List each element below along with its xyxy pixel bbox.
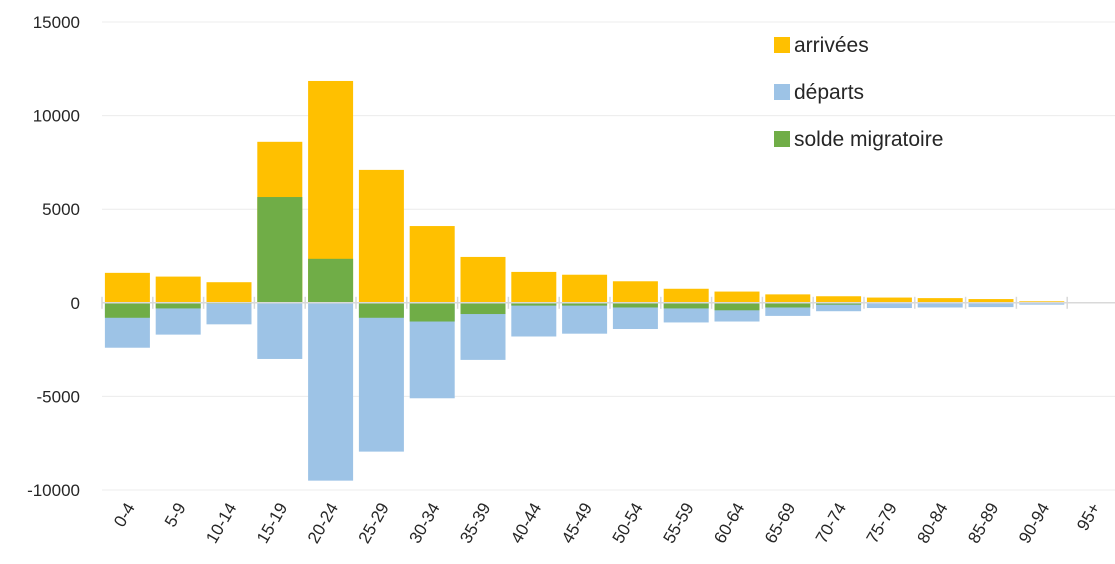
bar-departs-90-94 bbox=[1019, 302, 1065, 305]
x-tick-label: 10-14 bbox=[202, 500, 240, 547]
bar-arrivees-80-84 bbox=[917, 298, 963, 303]
bar-arrivees-50-54 bbox=[612, 281, 658, 303]
x-tick-label: 35-39 bbox=[456, 500, 494, 547]
x-tick-label: 80-84 bbox=[913, 500, 951, 547]
legend-label-0: arrivées bbox=[794, 34, 869, 57]
bar-departs-75-79 bbox=[866, 302, 912, 309]
bar-departs-15-19 bbox=[257, 302, 303, 359]
x-tick-label: 25-29 bbox=[355, 500, 393, 547]
bar-departs-10-14 bbox=[206, 302, 252, 325]
x-axis bbox=[101, 296, 1115, 309]
x-tick-label: 70-74 bbox=[812, 500, 850, 547]
x-tick-label: 55-59 bbox=[659, 500, 697, 547]
bar-arrivees-45-49 bbox=[562, 274, 608, 303]
y-tick-label: 15000 bbox=[33, 13, 80, 32]
bar-solde-migratoire-40-44 bbox=[511, 302, 557, 306]
bar-arrivees-0-4 bbox=[104, 272, 150, 303]
bar-solde-migratoire-25-29 bbox=[358, 302, 404, 318]
x-tick-label: 20-24 bbox=[304, 500, 342, 547]
bar-departs-85-89 bbox=[968, 302, 1014, 308]
bar-solde-migratoire-15-19 bbox=[257, 197, 303, 303]
bar-arrivees-35-39 bbox=[460, 256, 506, 303]
bar-solde-migratoire-65-69 bbox=[765, 302, 811, 308]
x-tick-label: 45-49 bbox=[558, 500, 596, 547]
bar-arrivees-60-64 bbox=[714, 291, 760, 303]
x-tick-label: 5-9 bbox=[161, 500, 190, 531]
bar-arrivees-30-34 bbox=[409, 226, 455, 303]
bars bbox=[104, 80, 1065, 481]
bar-solde-migratoire-20-24 bbox=[308, 258, 354, 303]
x-tick-label: 90-94 bbox=[1015, 500, 1053, 547]
legend-swatch-0 bbox=[774, 37, 790, 53]
bar-solde-migratoire-35-39 bbox=[460, 302, 506, 315]
bar-solde-migratoire-0-4 bbox=[104, 302, 150, 318]
y-tick-label: 5000 bbox=[42, 200, 80, 219]
bar-arrivees-10-14 bbox=[206, 282, 252, 303]
bar-departs-45-49 bbox=[562, 302, 608, 334]
bar-arrivees-85-89 bbox=[968, 299, 1014, 303]
gridlines bbox=[102, 21, 1115, 491]
legend-swatch-2 bbox=[774, 131, 790, 147]
bar-arrivees-55-59 bbox=[663, 288, 709, 303]
bar-departs-25-29 bbox=[358, 302, 404, 452]
y-tick-label: 0 bbox=[71, 294, 80, 313]
y-axis-tick-labels: 15000 10000 5000 0 -5000 -10000 bbox=[27, 13, 80, 500]
bar-solde-migratoire-50-54 bbox=[612, 302, 658, 308]
legend-swatch-1 bbox=[774, 84, 790, 100]
x-tick-label: 50-54 bbox=[609, 500, 647, 547]
x-tick-label: 0-4 bbox=[110, 500, 139, 531]
bar-arrivees-5-9 bbox=[155, 276, 201, 303]
x-axis-tick-labels: 0-4 5-9 10-14 15-19 20-24 25-29 30-34 35-39 40-4… bbox=[110, 499, 1104, 546]
bar-arrivees-65-69 bbox=[765, 294, 811, 303]
bar-solde-migratoire-5-9 bbox=[155, 302, 201, 309]
bar-solde-migratoire-60-64 bbox=[714, 302, 760, 311]
bar-solde-migratoire-30-34 bbox=[409, 302, 455, 322]
bar-departs-80-84 bbox=[917, 302, 963, 308]
x-tick-label: 85-89 bbox=[964, 500, 1002, 547]
bar-solde-migratoire-55-59 bbox=[663, 302, 709, 309]
y-tick-label: -10000 bbox=[27, 481, 80, 500]
bar-solde-migratoire-45-49 bbox=[562, 302, 608, 306]
x-tick-label: 65-69 bbox=[761, 500, 799, 547]
x-tick-label: 60-64 bbox=[710, 500, 748, 547]
bar-arrivees-75-79 bbox=[866, 297, 912, 303]
bar-solde-migratoire-70-74 bbox=[816, 302, 862, 305]
bar-arrivees-25-29 bbox=[358, 169, 404, 303]
x-tick-label: 40-44 bbox=[507, 500, 545, 547]
x-tick-label: 75-79 bbox=[863, 500, 901, 547]
bar-departs-40-44 bbox=[511, 302, 557, 337]
bar-departs-70-74 bbox=[816, 302, 862, 312]
x-tick-label: 30-34 bbox=[405, 500, 443, 547]
y-tick-label: 10000 bbox=[33, 107, 80, 126]
x-tick-label: 15-19 bbox=[253, 500, 291, 547]
x-tick-label: 95+ bbox=[1073, 499, 1104, 534]
legend-label-2: solde migratoire bbox=[794, 128, 943, 151]
bar-arrivees-40-44 bbox=[511, 271, 557, 303]
y-tick-label: -5000 bbox=[37, 387, 80, 406]
legend-label-1: départs bbox=[794, 81, 864, 104]
bar-departs-20-24 bbox=[308, 302, 354, 481]
legend: arrivées départs solde migratoire bbox=[774, 34, 943, 151]
bar-arrivees-70-74 bbox=[816, 296, 862, 303]
